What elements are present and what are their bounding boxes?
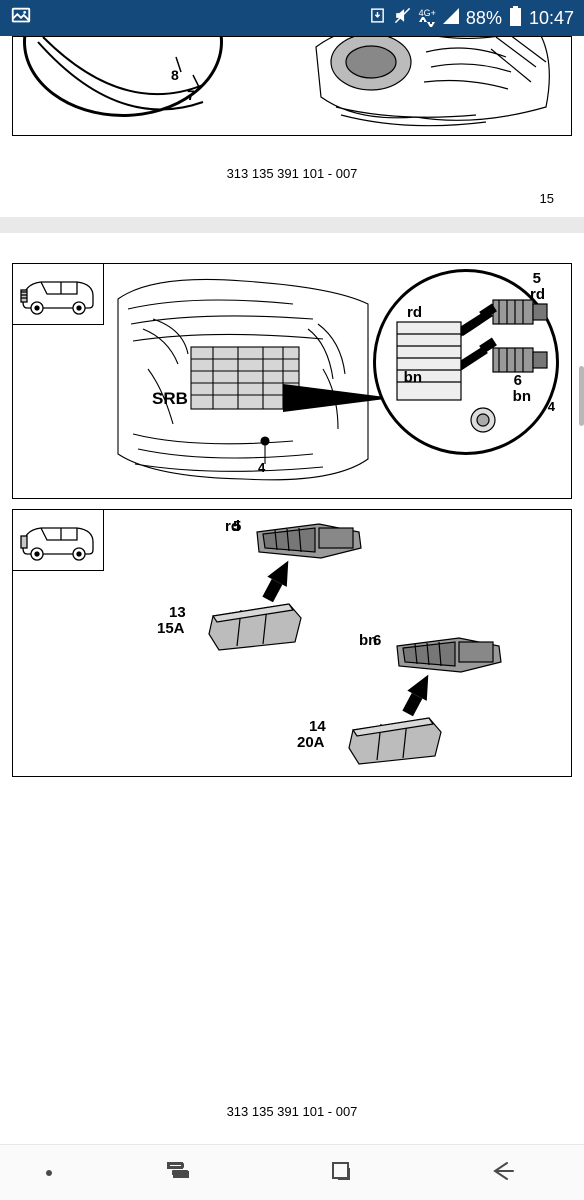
- clock: 10:47: [529, 8, 574, 29]
- label-rd-top: rd: [530, 286, 545, 303]
- component-sketch: [296, 36, 566, 136]
- status-left: [10, 5, 32, 32]
- nav-dot-icon: [45, 1164, 53, 1182]
- label-bn: bn: [404, 369, 422, 386]
- home-button[interactable]: [329, 1159, 353, 1186]
- label-rd: rd: [407, 304, 422, 321]
- g1-fuse-num: 13: [169, 604, 186, 621]
- vehicle-locator-icon: [12, 263, 104, 325]
- arc-lines: [28, 37, 208, 132]
- page-code-bottom: 313 135 391 101 - 007: [0, 1104, 584, 1119]
- battery-icon: [509, 6, 522, 31]
- g2-fuse-num: 14: [309, 718, 326, 735]
- connector-1: [249, 518, 369, 566]
- callout-6: 6: [514, 372, 522, 389]
- callout-8: 8: [171, 67, 179, 83]
- status-bar: 4G+ 88% 10:47: [0, 0, 584, 36]
- diagram-panel-fuses: 5 rd: [12, 509, 572, 777]
- connector-2: [389, 632, 509, 680]
- diagram-panel-top: 8 7: [12, 36, 572, 136]
- document-viewport[interactable]: 8 7 313 135 391 101 - 007 15: [0, 36, 584, 1144]
- callout-4b: 4: [548, 399, 555, 414]
- callout-7: 7: [187, 87, 195, 103]
- mute-icon: [393, 6, 412, 30]
- g2-color: bn: [359, 632, 377, 649]
- fuse-group-2: 6 bn 14 2: [303, 632, 533, 772]
- diagram-panel-engine: SRB 4: [12, 263, 572, 499]
- vehicle-locator-icon-2: [12, 509, 104, 571]
- back-button[interactable]: [489, 1159, 517, 1186]
- scrollbar[interactable]: [579, 366, 584, 426]
- signal-icon: [443, 8, 459, 29]
- download-icon: [369, 7, 386, 29]
- label-bn2: bn: [513, 388, 531, 405]
- navigation-bar: [0, 1144, 584, 1200]
- srb-label: SRB: [152, 389, 188, 409]
- g1-color: rd: [225, 518, 240, 535]
- page-code-top: 313 135 391 101 - 007: [0, 166, 584, 181]
- fuse-2: [347, 714, 447, 766]
- callout-5: 5: [533, 270, 541, 287]
- fuse-1: [207, 600, 307, 652]
- recents-button[interactable]: [165, 1158, 191, 1187]
- g2-rating: 20A: [297, 734, 325, 751]
- page-separator: [0, 217, 584, 233]
- gallery-icon: [10, 5, 32, 32]
- network-label: 4G+: [419, 9, 436, 17]
- battery-percent: 88%: [466, 8, 502, 29]
- callout-4a: 4: [258, 460, 265, 475]
- status-right: 4G+ 88% 10:47: [369, 6, 574, 31]
- engine-bay-sketch: [113, 269, 373, 494]
- network-icon: 4G+: [419, 9, 436, 27]
- g1-rating: 15A: [157, 620, 185, 637]
- page-number: 15: [540, 191, 554, 206]
